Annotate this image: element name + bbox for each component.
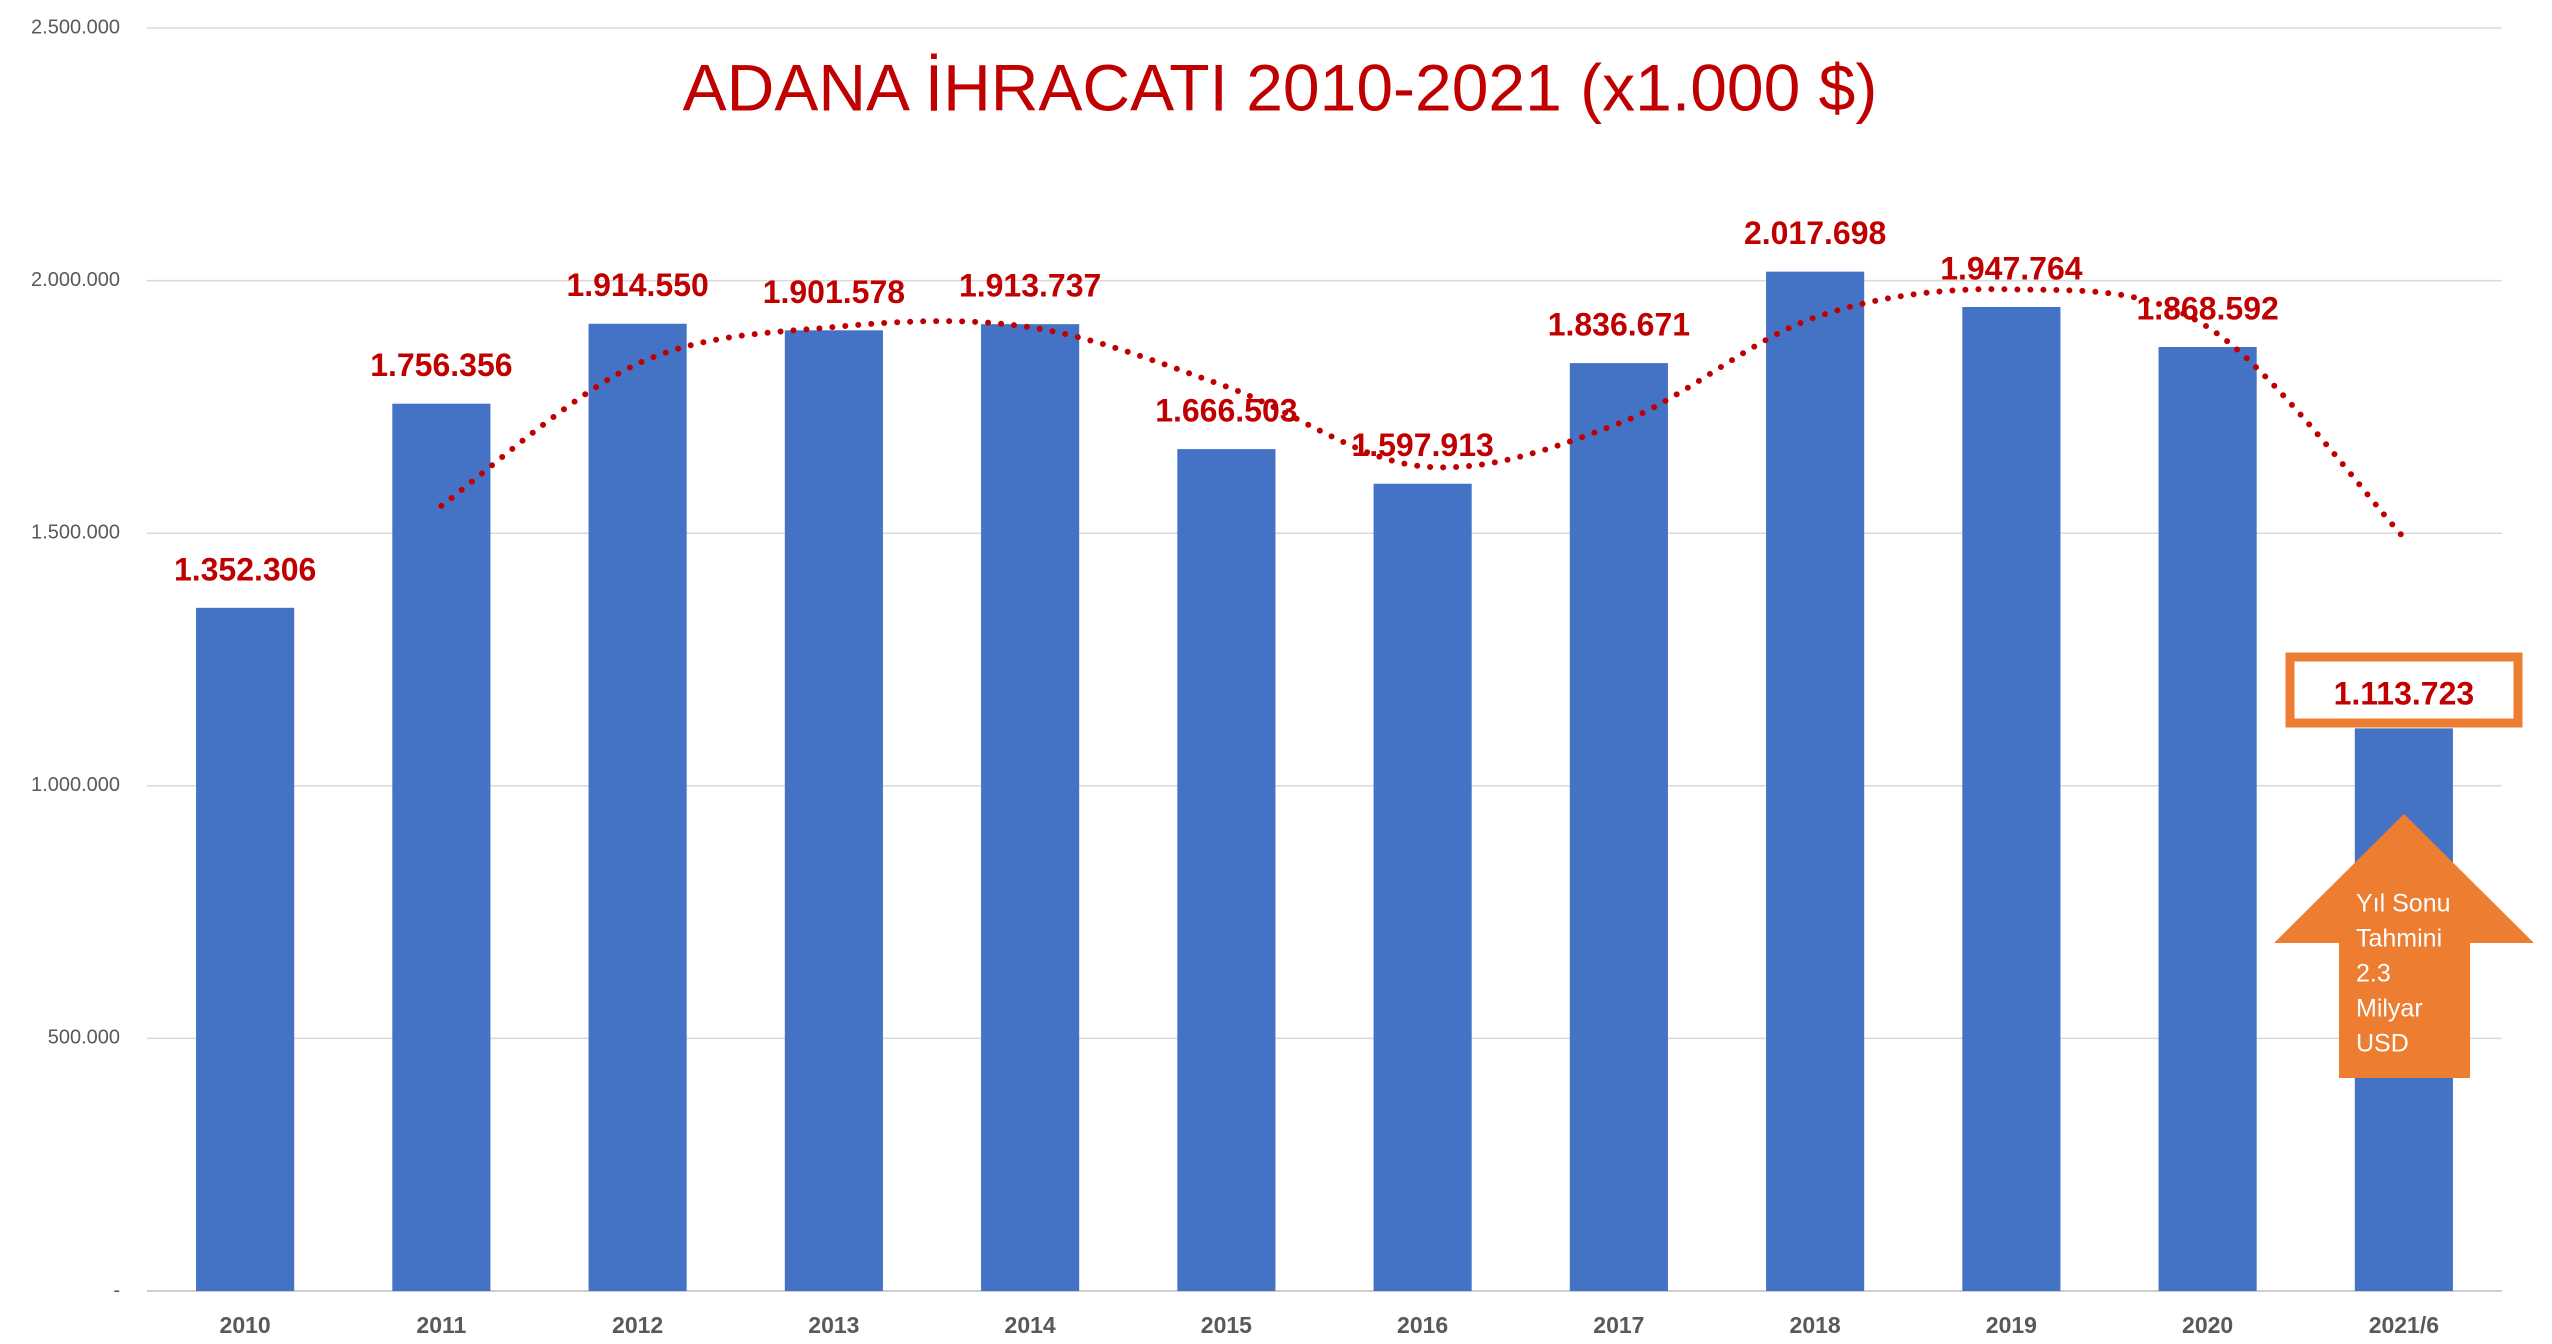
bar — [392, 403, 491, 1291]
annotation: Yıl Sonu — [2356, 890, 2451, 918]
y-tick-label: 500.000 — [48, 1027, 120, 1049]
y-tick-label: - — [113, 1279, 120, 1301]
bar — [1962, 306, 2061, 1291]
value-label: 1.947.764 — [1940, 250, 2083, 286]
bar — [1177, 449, 1276, 1292]
x-tick-label: 2016 — [1397, 1312, 1448, 1338]
x-tick-label: 2021/6 — [2369, 1312, 2439, 1338]
value-label: 1.756.356 — [370, 347, 512, 383]
bar — [784, 330, 883, 1292]
value-label: 1.913.737 — [959, 268, 1101, 304]
bar — [1373, 483, 1472, 1291]
x-tick-label: 2013 — [808, 1312, 859, 1338]
bar — [1766, 271, 1865, 1292]
x-tick-label: 2018 — [1790, 1312, 1841, 1338]
bar — [2158, 346, 2257, 1292]
value-label: 2.017.698 — [1744, 215, 1886, 251]
annotation: Tahmini — [2356, 925, 2442, 953]
value-label: 1.914.550 — [566, 267, 708, 303]
value-label: 1.901.578 — [763, 274, 905, 310]
x-tick-label: 2012 — [612, 1312, 663, 1338]
chart-title: ADANA İHRACATI 2010-2021 (x1.000 $) — [683, 50, 1878, 124]
value-label: 1.597.913 — [1351, 427, 1493, 463]
value-label: 1.836.671 — [1548, 307, 1690, 343]
x-tick-label: 2015 — [1201, 1312, 1252, 1338]
bar — [981, 324, 1080, 1291]
x-tick-label: 2010 — [220, 1312, 271, 1338]
value-label: 1.666.503 — [1155, 393, 1297, 429]
y-tick-label: 1.000.000 — [31, 774, 120, 796]
x-tick-label: 2020 — [2182, 1312, 2233, 1338]
y-tick-label: 1.500.000 — [31, 521, 120, 543]
x-tick-label: 2014 — [1005, 1312, 1056, 1338]
annotation: Milyar — [2356, 995, 2423, 1023]
value-label: 1.352.306 — [174, 551, 316, 587]
x-tick-label: 2019 — [1986, 1312, 2037, 1338]
bar — [1569, 363, 1668, 1292]
bar — [588, 323, 687, 1291]
arrow — [2274, 814, 2534, 1078]
bar — [196, 607, 295, 1291]
x-tick-label: 2011 — [416, 1312, 466, 1338]
value-label: 1.868.592 — [2136, 290, 2278, 326]
x-tick-label: 2017 — [1593, 1312, 1644, 1338]
label-box — [2285, 652, 2523, 728]
value-label: 1.113.723 — [2334, 675, 2475, 711]
y-tick-label: 2.500.000 — [31, 16, 120, 38]
annotation: 2.3 — [2356, 960, 2391, 988]
annotation: USD — [2356, 1030, 2409, 1058]
y-tick-label: 2.000.000 — [31, 269, 120, 291]
trendline — [438, 286, 2407, 541]
